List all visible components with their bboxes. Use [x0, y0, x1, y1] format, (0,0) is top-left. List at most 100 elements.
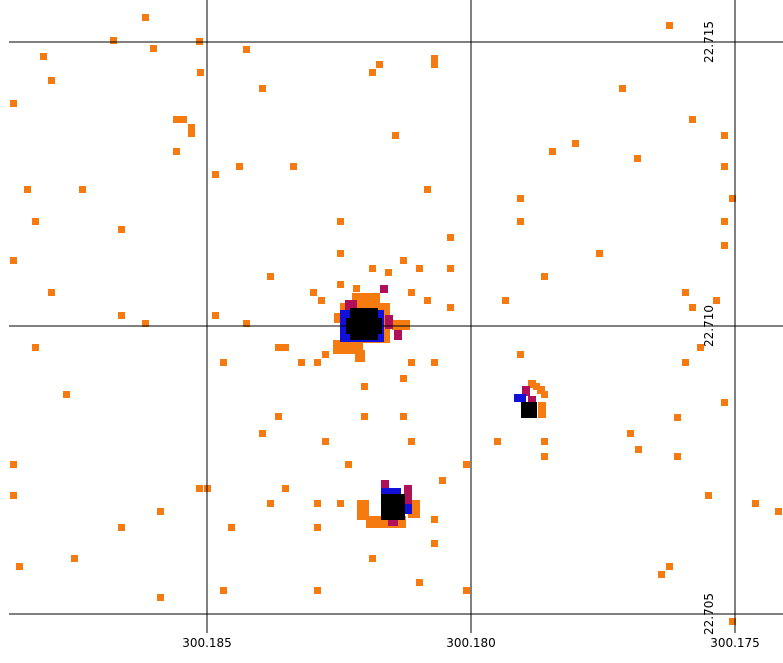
noise-pixel-34 — [416, 265, 423, 272]
noise-pixel-101 — [729, 195, 736, 202]
noise-pixel-91 — [220, 587, 227, 594]
source-lower — [357, 480, 420, 528]
noise-pixel-122 — [541, 453, 548, 460]
noise-pixel-96 — [721, 132, 728, 139]
noise-pixel-73 — [196, 485, 203, 492]
noise-pixel-85 — [369, 555, 376, 562]
noise-pixel-37 — [337, 281, 344, 288]
noise-pixel-93 — [666, 22, 673, 29]
noise-pixel-106 — [596, 250, 603, 257]
noise-pixel-35 — [447, 265, 454, 272]
noise-pixel-105 — [721, 242, 728, 249]
noise-pixel-51 — [220, 359, 227, 366]
noise-pixel-113 — [682, 359, 689, 366]
noise-pixel-82 — [314, 524, 321, 531]
noise-pixel-70 — [439, 477, 446, 484]
noise-pixel-32 — [369, 265, 376, 272]
source-right-pixel-5 — [538, 402, 546, 418]
noise-pixel-55 — [314, 359, 321, 366]
noise-pixel-7 — [197, 69, 204, 76]
noise-pixel-62 — [275, 413, 282, 420]
noise-pixel-90 — [157, 594, 164, 601]
noise-pixel-95 — [689, 116, 696, 123]
noise-pixel-72 — [10, 492, 17, 499]
source-right-pixel-3 — [514, 394, 526, 402]
noise-pixel-26 — [32, 218, 39, 225]
bright-source-upper — [333, 285, 410, 362]
noise-pixels — [10, 14, 782, 625]
noise-pixel-108 — [502, 297, 509, 304]
noise-pixel-15 — [180, 116, 187, 123]
noise-pixel-12 — [431, 61, 438, 68]
noise-pixel-43 — [48, 289, 55, 296]
bright-source-upper-pixel-0 — [352, 293, 380, 303]
noise-pixel-87 — [463, 587, 470, 594]
ra-label-0: 300.185 — [182, 636, 232, 650]
noise-pixel-19 — [236, 163, 243, 170]
noise-pixel-109 — [682, 289, 689, 296]
ra-label-2: 300.175 — [710, 636, 760, 650]
noise-pixel-45 — [142, 320, 149, 327]
noise-pixel-89 — [16, 563, 23, 570]
source-right-pixel-4 — [528, 396, 536, 404]
noise-pixel-102 — [517, 195, 524, 202]
bright-source-upper-pixel-7 — [380, 285, 388, 293]
source-right-pixel-1 — [537, 386, 545, 394]
noise-pixel-56 — [322, 351, 329, 358]
noise-pixel-121 — [541, 438, 548, 445]
noise-pixel-123 — [494, 438, 501, 445]
source-right-pixel-0 — [528, 380, 536, 388]
noise-pixel-30 — [337, 250, 344, 257]
noise-pixel-83 — [431, 516, 438, 523]
noise-pixel-2 — [150, 45, 157, 52]
noise-pixel-100 — [721, 163, 728, 170]
bright-source-upper-pixel-4 — [392, 320, 410, 330]
noise-pixel-130 — [729, 618, 736, 625]
noise-pixel-52 — [275, 344, 282, 351]
noise-pixel-124 — [674, 453, 681, 460]
noise-pixel-46 — [212, 312, 219, 319]
noise-pixel-47 — [243, 320, 250, 327]
noise-pixel-22 — [392, 132, 399, 139]
noise-pixel-112 — [697, 344, 704, 351]
noise-pixel-60 — [361, 383, 368, 390]
noise-pixel-25 — [79, 186, 86, 193]
noise-pixel-31 — [400, 257, 407, 264]
noise-pixel-38 — [353, 285, 360, 292]
source-lower-pixel-0 — [357, 500, 369, 520]
coordinate-grid — [9, 0, 783, 633]
noise-pixel-50 — [32, 344, 39, 351]
noise-pixel-97 — [572, 140, 579, 147]
source-lower-pixel-5 — [381, 488, 401, 498]
source-lower-pixel-6 — [402, 504, 412, 514]
noise-pixel-33 — [385, 269, 392, 276]
noise-pixel-98 — [549, 148, 556, 155]
noise-pixel-64 — [322, 438, 329, 445]
source-lower-pixel-4 — [404, 485, 412, 505]
noise-pixel-4 — [243, 46, 250, 53]
noise-pixel-119 — [627, 430, 634, 437]
noise-pixel-14 — [173, 116, 180, 123]
noise-pixel-49 — [318, 297, 325, 304]
noise-pixel-63 — [259, 430, 266, 437]
noise-pixel-27 — [118, 226, 125, 233]
noise-pixel-110 — [713, 297, 720, 304]
axis-labels: 300.185 300.180 300.175 22.715 22.710 22… — [182, 21, 760, 650]
noise-pixel-107 — [541, 273, 548, 280]
noise-pixel-117 — [721, 399, 728, 406]
noise-pixel-78 — [337, 500, 344, 507]
noise-pixel-40 — [424, 297, 431, 304]
noise-pixel-80 — [118, 524, 125, 531]
dec-label-2: 22.705 — [702, 593, 716, 635]
noise-pixel-58 — [431, 359, 438, 366]
source-right-pixel-2 — [522, 386, 530, 396]
noise-pixel-53 — [282, 344, 289, 351]
noise-pixel-103 — [517, 218, 524, 225]
noise-pixel-13 — [10, 100, 17, 107]
dec-label-1: 22.710 — [702, 305, 716, 347]
noise-pixel-65 — [361, 413, 368, 420]
noise-pixel-48 — [310, 289, 317, 296]
noise-pixel-57 — [408, 359, 415, 366]
noise-pixel-86 — [416, 579, 423, 586]
noise-pixel-21 — [290, 163, 297, 170]
